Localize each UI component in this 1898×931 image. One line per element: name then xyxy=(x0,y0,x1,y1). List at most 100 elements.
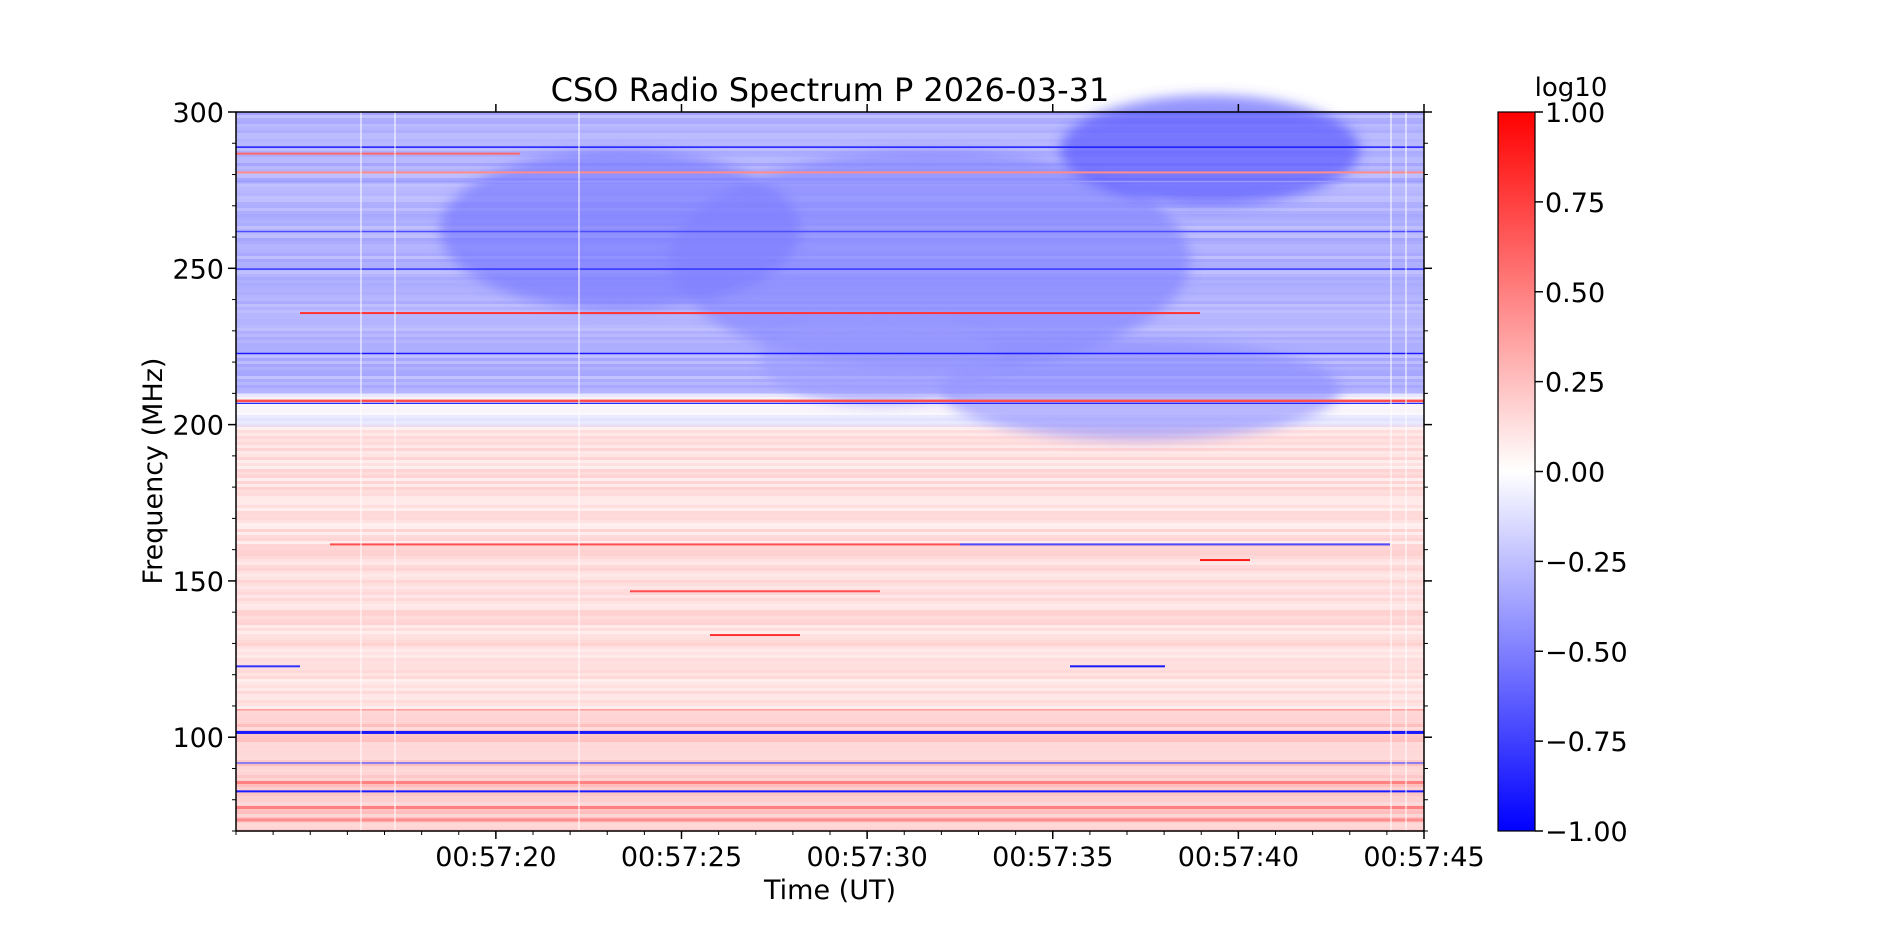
heatmap-band xyxy=(236,553,1424,556)
colorbar-tick-label: 0.25 xyxy=(1545,368,1605,399)
heatmap-band xyxy=(236,739,1424,742)
heatmap-band xyxy=(236,649,1424,652)
heatmap-band xyxy=(236,499,1424,502)
heatmap-band xyxy=(236,607,1424,610)
heatmap-band xyxy=(236,427,1424,430)
colorbar-tick-label: 0.75 xyxy=(1545,188,1605,219)
heatmap-band xyxy=(236,511,1424,514)
heatmap-band xyxy=(236,727,1424,730)
heatmap-line xyxy=(236,762,1424,764)
heatmap-band xyxy=(236,487,1424,490)
heatmap-blob xyxy=(1060,95,1360,205)
spectrogram-heatmap xyxy=(236,95,1424,832)
heatmap-band xyxy=(236,634,1424,637)
heatmap-line xyxy=(236,399,1424,403)
heatmap-band xyxy=(236,637,1424,640)
heatmap-band xyxy=(236,658,1424,661)
colorbar-ticks: 1.00 0.75 0.50 0.25 0.00 −0.25 −0.50 −0.75 −1.00 xyxy=(1535,98,1628,848)
heatmap-band xyxy=(236,562,1424,565)
heatmap-band xyxy=(236,700,1424,703)
heatmap-band xyxy=(236,778,1424,781)
heatmap-band xyxy=(236,751,1424,754)
heatmap-band xyxy=(236,628,1424,631)
y-tick-label: 150 xyxy=(172,567,224,598)
heatmap-band xyxy=(236,133,1424,136)
heatmap-line xyxy=(236,709,1424,711)
heatmap-band xyxy=(236,130,1424,133)
y-tick-label: 100 xyxy=(172,723,224,754)
heatmap-band xyxy=(236,466,1424,469)
heatmap-band xyxy=(236,442,1424,445)
heatmap-band xyxy=(236,673,1424,676)
heatmap-band xyxy=(236,601,1424,604)
heatmap-line xyxy=(236,790,1424,793)
heatmap-band xyxy=(236,631,1424,634)
heatmap-band xyxy=(236,592,1424,595)
heatmap-band xyxy=(236,136,1424,139)
heatmap-band xyxy=(236,793,1424,796)
heatmap-band xyxy=(236,712,1424,715)
heatmap-band xyxy=(236,127,1424,130)
heatmap-band xyxy=(236,418,1424,421)
heatmap-band xyxy=(236,526,1424,529)
heatmap-dash xyxy=(960,543,1390,546)
heatmap-band xyxy=(236,445,1424,448)
heatmap-line xyxy=(236,171,1424,174)
heatmap-band xyxy=(236,688,1424,691)
heatmap-band xyxy=(236,532,1424,535)
heatmap-band xyxy=(236,613,1424,616)
heatmap-band xyxy=(236,460,1424,463)
heatmap-band xyxy=(236,154,1424,157)
heatmap-band xyxy=(236,604,1424,607)
heatmap-band xyxy=(236,787,1424,790)
heatmap-band xyxy=(236,742,1424,745)
heatmap-band xyxy=(236,490,1424,493)
heatmap-band xyxy=(236,691,1424,694)
heatmap-dash xyxy=(710,634,800,637)
x-tick-label: 00:57:45 xyxy=(1363,842,1484,873)
colorbar xyxy=(1497,111,1536,832)
heatmap-dash xyxy=(236,152,520,155)
heatmap-line xyxy=(236,730,1424,734)
heatmap-line xyxy=(236,780,1424,784)
colorbar-tick-label: 0.50 xyxy=(1545,278,1605,309)
heatmap-band xyxy=(236,577,1424,580)
heatmap-band xyxy=(236,436,1424,439)
heatmap-band xyxy=(236,724,1424,727)
heatmap-band xyxy=(236,811,1424,814)
colorbar-tick-label: −0.25 xyxy=(1545,547,1628,578)
heatmap-band xyxy=(236,814,1424,817)
heatmap-band xyxy=(236,520,1424,523)
heatmap-band xyxy=(236,652,1424,655)
heatmap-band xyxy=(236,595,1424,598)
heatmap-band xyxy=(236,112,1424,115)
heatmap-band xyxy=(236,721,1424,724)
heatmap-band xyxy=(236,505,1424,508)
heatmap-band xyxy=(236,679,1424,682)
heatmap-band xyxy=(236,478,1424,481)
heatmap-band xyxy=(236,469,1424,472)
heatmap-band xyxy=(236,715,1424,718)
heatmap-band xyxy=(236,802,1424,805)
heatmap-band xyxy=(236,523,1424,526)
heatmap-dash xyxy=(236,665,300,668)
heatmap-line xyxy=(236,352,1424,355)
heatmap-band xyxy=(236,448,1424,451)
heatmap-band xyxy=(236,550,1424,553)
heatmap-line xyxy=(236,230,1424,233)
heatmap-band xyxy=(236,565,1424,568)
heatmap-band xyxy=(236,676,1424,679)
heatmap-band xyxy=(236,598,1424,601)
heatmap-band xyxy=(236,115,1424,118)
heatmap-band xyxy=(236,670,1424,673)
heatmap-band xyxy=(236,121,1424,124)
heatmap-band xyxy=(236,655,1424,658)
y-axis-label: Frequency (MHz) xyxy=(138,358,169,585)
heatmap-band xyxy=(236,472,1424,475)
heatmap-band xyxy=(236,580,1424,583)
heatmap-dash xyxy=(630,590,880,593)
y-tick-label: 250 xyxy=(172,254,224,285)
heatmap-band xyxy=(236,124,1424,127)
heatmap-line xyxy=(236,146,1424,148)
heatmap-band xyxy=(236,823,1424,826)
